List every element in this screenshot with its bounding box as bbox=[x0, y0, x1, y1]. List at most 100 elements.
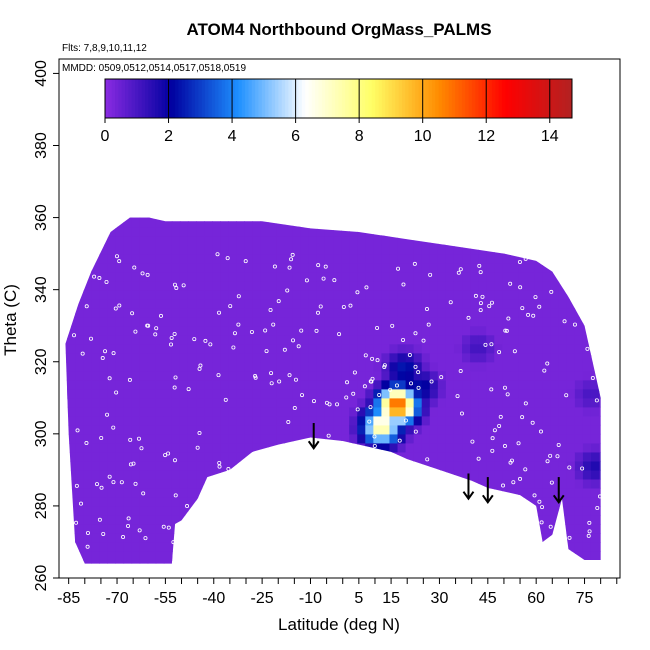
heatmap-cell bbox=[349, 424, 358, 435]
colorbar-swatch bbox=[541, 79, 546, 118]
heatmap-cell bbox=[566, 217, 576, 219]
heatmap-cell bbox=[518, 298, 528, 309]
heatmap-cell bbox=[172, 569, 181, 579]
heatmap-cell bbox=[381, 370, 391, 381]
heatmap-cell bbox=[582, 559, 592, 564]
heatmap-cell bbox=[115, 164, 124, 174]
heatmap-cell bbox=[462, 460, 471, 471]
heatmap-cell bbox=[333, 200, 342, 210]
heatmap-cell bbox=[607, 254, 616, 264]
heatmap-cell bbox=[91, 118, 100, 128]
heatmap-cell bbox=[582, 217, 592, 228]
heatmap-cell bbox=[542, 523, 552, 534]
heatmap-cell bbox=[228, 514, 237, 525]
heatmap-cell bbox=[75, 370, 84, 381]
heatmap-cell bbox=[389, 235, 399, 246]
heatmap-cell bbox=[349, 64, 358, 74]
heatmap-cell bbox=[67, 478, 76, 489]
heatmap-cell bbox=[316, 397, 326, 408]
heatmap-cell bbox=[574, 244, 584, 255]
heatmap-cell bbox=[422, 569, 431, 579]
heatmap-cell bbox=[99, 316, 108, 327]
heatmap-cell bbox=[252, 442, 262, 453]
heatmap-cell bbox=[413, 325, 423, 336]
heatmap-cell bbox=[75, 100, 84, 110]
heatmap-cell bbox=[308, 496, 318, 507]
heatmap-cell bbox=[196, 271, 205, 282]
heatmap-cell bbox=[188, 191, 197, 201]
sample-point bbox=[362, 384, 367, 389]
heatmap-cell bbox=[83, 514, 92, 525]
heatmap-cell bbox=[381, 173, 390, 183]
colorbar-swatch bbox=[221, 79, 226, 118]
heatmap-cell bbox=[341, 406, 350, 417]
heatmap-cell bbox=[83, 262, 92, 273]
heatmap-cell bbox=[139, 451, 149, 462]
heatmap-cell bbox=[429, 559, 439, 564]
heatmap-cell bbox=[599, 424, 601, 435]
heatmap-cell bbox=[204, 379, 213, 390]
heatmap-cell bbox=[357, 460, 366, 471]
heatmap-cell bbox=[526, 235, 536, 246]
heatmap-cell bbox=[453, 244, 463, 255]
heatmap-cell bbox=[155, 298, 165, 309]
heatmap-cell bbox=[284, 271, 294, 282]
heatmap-cell bbox=[438, 173, 447, 183]
heatmap-cell bbox=[187, 514, 197, 525]
heatmap-cell bbox=[163, 496, 173, 507]
heatmap-cell bbox=[212, 505, 221, 516]
heatmap-cell bbox=[65, 460, 68, 471]
heatmap-cell bbox=[228, 460, 237, 471]
heatmap-cell bbox=[518, 505, 528, 516]
heatmap-cell bbox=[453, 316, 463, 327]
heatmap-cell bbox=[494, 569, 503, 579]
heatmap-cell bbox=[75, 200, 84, 210]
sample-point bbox=[321, 276, 326, 281]
heatmap-cell bbox=[357, 164, 366, 174]
heatmap-cell bbox=[470, 397, 479, 408]
heatmap-cell bbox=[268, 280, 278, 291]
heatmap-cell bbox=[445, 550, 455, 561]
heatmap-cell bbox=[67, 262, 76, 273]
heatmap-cell bbox=[268, 316, 278, 327]
heatmap-cell bbox=[220, 559, 229, 564]
sample-point bbox=[186, 387, 191, 392]
sample-point bbox=[421, 338, 426, 343]
sample-point bbox=[203, 338, 208, 343]
heatmap-cell bbox=[83, 307, 92, 318]
heatmap-cell bbox=[462, 182, 471, 192]
heatmap-cell bbox=[566, 325, 576, 336]
heatmap-cell bbox=[437, 379, 447, 390]
heatmap-cell bbox=[155, 271, 165, 282]
heatmap-cell bbox=[518, 424, 528, 435]
heatmap-cell bbox=[163, 325, 173, 336]
heatmap-cell bbox=[445, 532, 455, 543]
heatmap-cell bbox=[526, 424, 536, 435]
heatmap-cell bbox=[526, 253, 536, 264]
sample-point bbox=[555, 454, 560, 459]
heatmap-cell bbox=[389, 460, 399, 471]
heatmap-cell bbox=[478, 451, 487, 462]
plot-frame bbox=[58, 58, 621, 579]
heatmap-cell bbox=[107, 334, 117, 345]
heatmap-cell bbox=[155, 316, 165, 327]
heatmap-cell bbox=[397, 451, 407, 462]
heatmap-cell bbox=[212, 550, 221, 561]
heatmap-cell bbox=[91, 91, 100, 101]
heatmap-cell bbox=[478, 343, 487, 354]
heatmap-cell bbox=[107, 244, 117, 255]
heatmap-cell bbox=[155, 352, 165, 363]
heatmap-cell bbox=[67, 109, 76, 119]
heatmap-cell bbox=[566, 262, 576, 273]
heatmap-cell bbox=[478, 505, 487, 516]
heatmap-cell bbox=[518, 433, 528, 444]
heatmap-cell bbox=[349, 514, 358, 525]
heatmap-cell bbox=[187, 370, 197, 381]
heatmap-cell bbox=[470, 460, 479, 471]
heatmap-cell bbox=[429, 334, 439, 345]
heatmap-cell bbox=[357, 182, 366, 192]
y-tick-label: 340 bbox=[33, 276, 50, 303]
heatmap-cell bbox=[413, 271, 423, 282]
heatmap-cell bbox=[179, 298, 189, 309]
heatmap-cell bbox=[179, 253, 189, 264]
